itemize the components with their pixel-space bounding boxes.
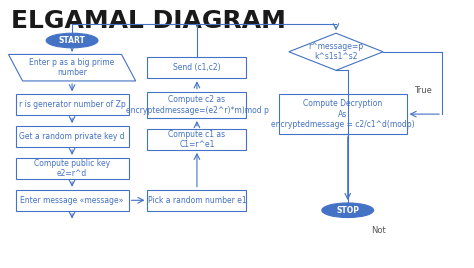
Text: Compute public key
e2=r^d: Compute public key e2=r^d bbox=[34, 159, 110, 178]
Text: Pick a random number e1: Pick a random number e1 bbox=[147, 196, 246, 205]
Text: Not: Not bbox=[371, 226, 386, 235]
FancyBboxPatch shape bbox=[147, 129, 246, 150]
FancyBboxPatch shape bbox=[279, 94, 407, 134]
FancyBboxPatch shape bbox=[147, 190, 246, 211]
FancyBboxPatch shape bbox=[16, 158, 128, 179]
Text: Send (c1,c2): Send (c1,c2) bbox=[173, 63, 221, 72]
Text: ELGAMAL DIAGRAM: ELGAMAL DIAGRAM bbox=[11, 9, 286, 33]
FancyBboxPatch shape bbox=[16, 190, 128, 211]
Text: r is generator number of Zp: r is generator number of Zp bbox=[18, 100, 126, 109]
Text: Get a random private key d: Get a random private key d bbox=[19, 132, 125, 141]
Polygon shape bbox=[289, 33, 383, 70]
FancyBboxPatch shape bbox=[16, 126, 128, 147]
Text: STOP: STOP bbox=[336, 206, 359, 215]
Ellipse shape bbox=[46, 33, 98, 48]
Polygon shape bbox=[9, 54, 136, 81]
Text: START: START bbox=[59, 36, 85, 45]
Text: Compute Decryption
As
encryptedmessage = c2/c1^d(modp): Compute Decryption As encryptedmessage =… bbox=[271, 99, 415, 129]
FancyBboxPatch shape bbox=[147, 57, 246, 78]
Text: Compute c1 as
C1=r^e1: Compute c1 as C1=r^e1 bbox=[168, 130, 226, 149]
FancyBboxPatch shape bbox=[16, 94, 128, 116]
Text: True: True bbox=[414, 86, 432, 95]
Text: Compute c2 as
encryptedmessage=(e2^r)*m)mod p: Compute c2 as encryptedmessage=(e2^r)*m)… bbox=[126, 95, 268, 114]
Text: r^message=p
k^s1s1^s2: r^message=p k^s1s1^s2 bbox=[309, 42, 364, 61]
Ellipse shape bbox=[322, 203, 374, 218]
Text: Enter p as a big prime
number: Enter p as a big prime number bbox=[29, 58, 115, 77]
Text: Enter message «message»: Enter message «message» bbox=[20, 196, 124, 205]
FancyBboxPatch shape bbox=[147, 92, 246, 118]
